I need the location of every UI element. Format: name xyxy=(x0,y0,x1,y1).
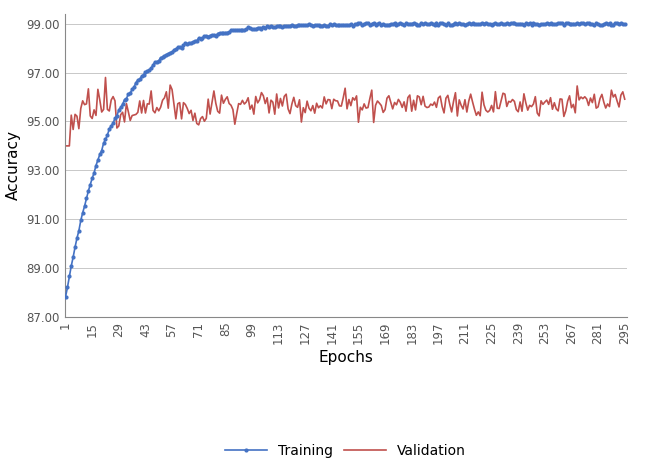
Validation xyxy=(138,110,145,116)
Training xyxy=(136,76,143,82)
Validation xyxy=(317,103,324,109)
Training xyxy=(621,21,629,27)
Training xyxy=(61,294,69,300)
Validation xyxy=(61,143,69,149)
Validation xyxy=(621,96,629,102)
Training xyxy=(371,22,379,28)
Training xyxy=(315,22,322,27)
Validation xyxy=(339,95,347,101)
Training xyxy=(337,22,345,27)
Validation xyxy=(373,98,381,104)
Validation xyxy=(530,101,537,107)
Legend: Training, Validation: Training, Validation xyxy=(220,439,472,464)
X-axis label: Epochs: Epochs xyxy=(318,350,373,365)
Validation xyxy=(522,100,530,106)
Line: Validation: Validation xyxy=(65,77,625,146)
Line: Training: Training xyxy=(64,21,626,298)
Y-axis label: Accuracy: Accuracy xyxy=(6,130,21,200)
Training xyxy=(433,20,441,25)
Training xyxy=(530,20,537,26)
Validation xyxy=(101,75,109,80)
Training xyxy=(522,20,530,26)
